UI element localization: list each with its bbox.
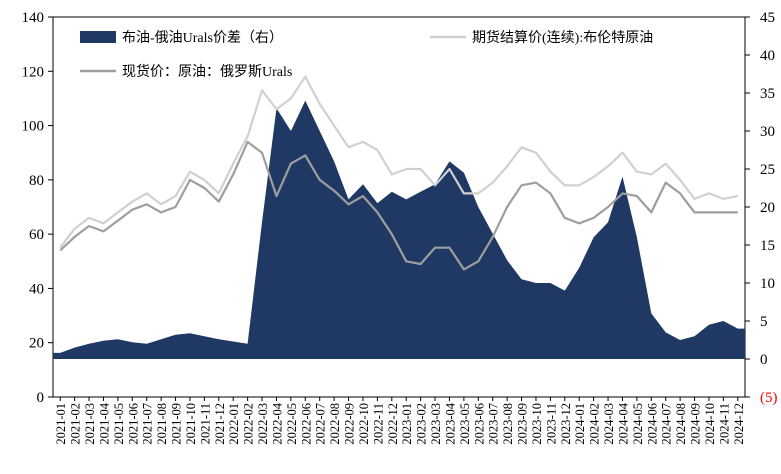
x-axis: 2021-01 2021-02 2021-03 2021-04 2021-05 2021-…: [54, 397, 746, 445]
x-tick-label: 2024-11: [717, 403, 731, 444]
x-tick-label: 2023-04: [443, 402, 457, 444]
x-tick-label: 2021-05: [112, 403, 126, 445]
x-tick-label: 2022-03: [256, 403, 270, 445]
right-tick-label: 15: [760, 238, 775, 254]
left-tick-label: 0: [37, 390, 45, 406]
left-tick-label: 100: [22, 119, 45, 135]
x-tick-label: 2024-07: [660, 403, 674, 445]
x-tick-label: 2024-06: [645, 403, 659, 445]
right-axis: (5) 0 5 10 15 20 25 30 35 40 45: [745, 10, 778, 406]
right-tick-label: 45: [760, 10, 775, 26]
x-tick-label: 2024-12: [732, 403, 746, 445]
x-tick-label: 2023-09: [516, 403, 530, 445]
x-tick-label: 2024-09: [689, 403, 703, 445]
x-tick-label: 2021-11: [198, 403, 212, 444]
x-tick-label: 2023-11: [544, 403, 558, 444]
x-tick-label: 2021-01: [54, 403, 68, 445]
x-tick-label: 2024-08: [674, 403, 688, 445]
x-tick-label: 2021-03: [83, 403, 97, 445]
x-tick-label: 2021-08: [155, 403, 169, 445]
x-tick-label: 2024-01: [573, 403, 587, 445]
x-tick-label: 2024-03: [602, 403, 616, 445]
right-tick-label: 0: [760, 352, 768, 368]
x-tick-label: 2021-09: [170, 403, 184, 445]
x-tick-label: 2022-01: [227, 403, 241, 445]
x-tick-label: 2022-07: [314, 403, 328, 445]
x-tick-label: 2023-03: [429, 403, 443, 445]
x-tick-label: 2023-12: [559, 403, 573, 445]
right-tick-label: 5: [760, 314, 768, 330]
right-tick-label: 20: [760, 200, 775, 216]
right-tick-label: (5): [760, 390, 778, 406]
x-tick-label: 2023-06: [472, 403, 486, 445]
urals-price-line: [59, 140, 738, 271]
right-tick-label: 35: [760, 86, 775, 102]
legend-label-urals: 现货价：原油：俄罗斯Urals: [122, 63, 292, 80]
legend-label-brent: 期货结算价(连续):布伦特原油: [472, 29, 653, 46]
left-tick-label: 140: [22, 10, 45, 26]
left-tick-label: 60: [29, 227, 44, 243]
brent-price-line: [59, 75, 739, 249]
x-tick-label: 2021-02: [69, 403, 83, 445]
legend: 布油-俄油Urals价差（右） 期货结算价(连续):布伦特原油 现货价：原油：俄…: [80, 29, 653, 80]
spread-area: [53, 100, 745, 359]
x-tick-label: 2022-10: [357, 403, 371, 445]
x-tick-label: 2023-08: [501, 403, 515, 445]
x-tick-label: 2022-08: [328, 403, 342, 445]
x-tick-label: 2024-05: [631, 403, 645, 445]
spread-area-layer: [53, 100, 745, 359]
x-tick-label: 2024-02: [588, 403, 602, 445]
x-tick-label: 2023-07: [487, 403, 501, 445]
x-tick-label: 2021-06: [126, 403, 140, 445]
x-tick-label: 2021-10: [184, 403, 198, 445]
x-tick-label: 2021-07: [141, 403, 155, 445]
x-tick-label: 2023-02: [415, 403, 429, 445]
x-tick-label: 2022-09: [343, 403, 357, 445]
right-tick-label: 25: [760, 162, 775, 178]
x-tick-label: 2021-04: [97, 402, 111, 444]
right-tick-label: 40: [760, 48, 775, 64]
x-tick-label: 2022-04: [270, 402, 284, 444]
x-tick-label: 2023-05: [458, 403, 472, 445]
left-tick-label: 20: [29, 336, 44, 352]
x-tick-label: 2022-06: [299, 403, 313, 445]
x-tick-label: 2023-10: [530, 403, 544, 445]
right-tick-label: 10: [760, 276, 775, 292]
left-tick-label: 40: [29, 281, 44, 297]
legend-swatch-spread: [80, 31, 116, 43]
price-lines-layer: [59, 75, 739, 271]
legend-label-spread: 布油-俄油Urals价差（右）: [122, 30, 283, 46]
x-tick-label: 2022-02: [242, 403, 256, 445]
x-tick-label: 2024-10: [703, 403, 717, 445]
left-tick-label: 80: [29, 173, 44, 189]
left-axis: 0 20 40 60 80 100 120 140: [22, 10, 53, 406]
x-tick-label: 2021-12: [213, 403, 227, 445]
left-tick-label: 120: [22, 64, 45, 80]
x-tick-label: 2023-01: [400, 403, 414, 445]
x-tick-label: 2024-04: [616, 402, 630, 444]
x-tick-label: 2022-05: [285, 403, 299, 445]
x-tick-label: 2022-12: [386, 403, 400, 445]
right-tick-label: 30: [760, 124, 775, 140]
x-tick-label: 2022-11: [371, 403, 385, 444]
